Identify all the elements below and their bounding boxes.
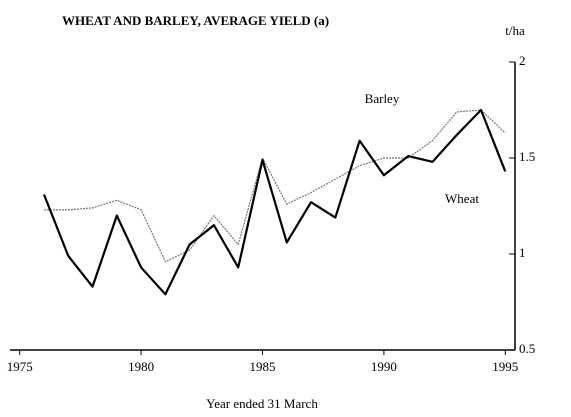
y-axis-label: t/ha bbox=[505, 23, 525, 38]
chart-title: WHEAT AND BARLEY, AVERAGE YIELD (a) bbox=[62, 13, 329, 28]
x-tick-label: 1975 bbox=[7, 359, 33, 374]
x-tick-label: 1980 bbox=[128, 359, 154, 374]
series-label: Barley bbox=[365, 91, 400, 106]
series-label: Wheat bbox=[445, 191, 479, 206]
y-tick-label: 0.5 bbox=[519, 341, 535, 356]
series-line bbox=[43, 109, 506, 263]
series-line bbox=[42, 108, 507, 296]
x-tick-label: 1990 bbox=[371, 359, 397, 374]
y-tick-label: 2 bbox=[519, 53, 526, 68]
x-tick-label: 1985 bbox=[250, 359, 276, 374]
y-tick-label: 1.5 bbox=[519, 149, 535, 164]
x-axis-label: Year ended 31 March bbox=[206, 396, 318, 411]
x-tick-label: 1995 bbox=[492, 359, 518, 374]
y-tick-label: 1 bbox=[519, 245, 526, 260]
